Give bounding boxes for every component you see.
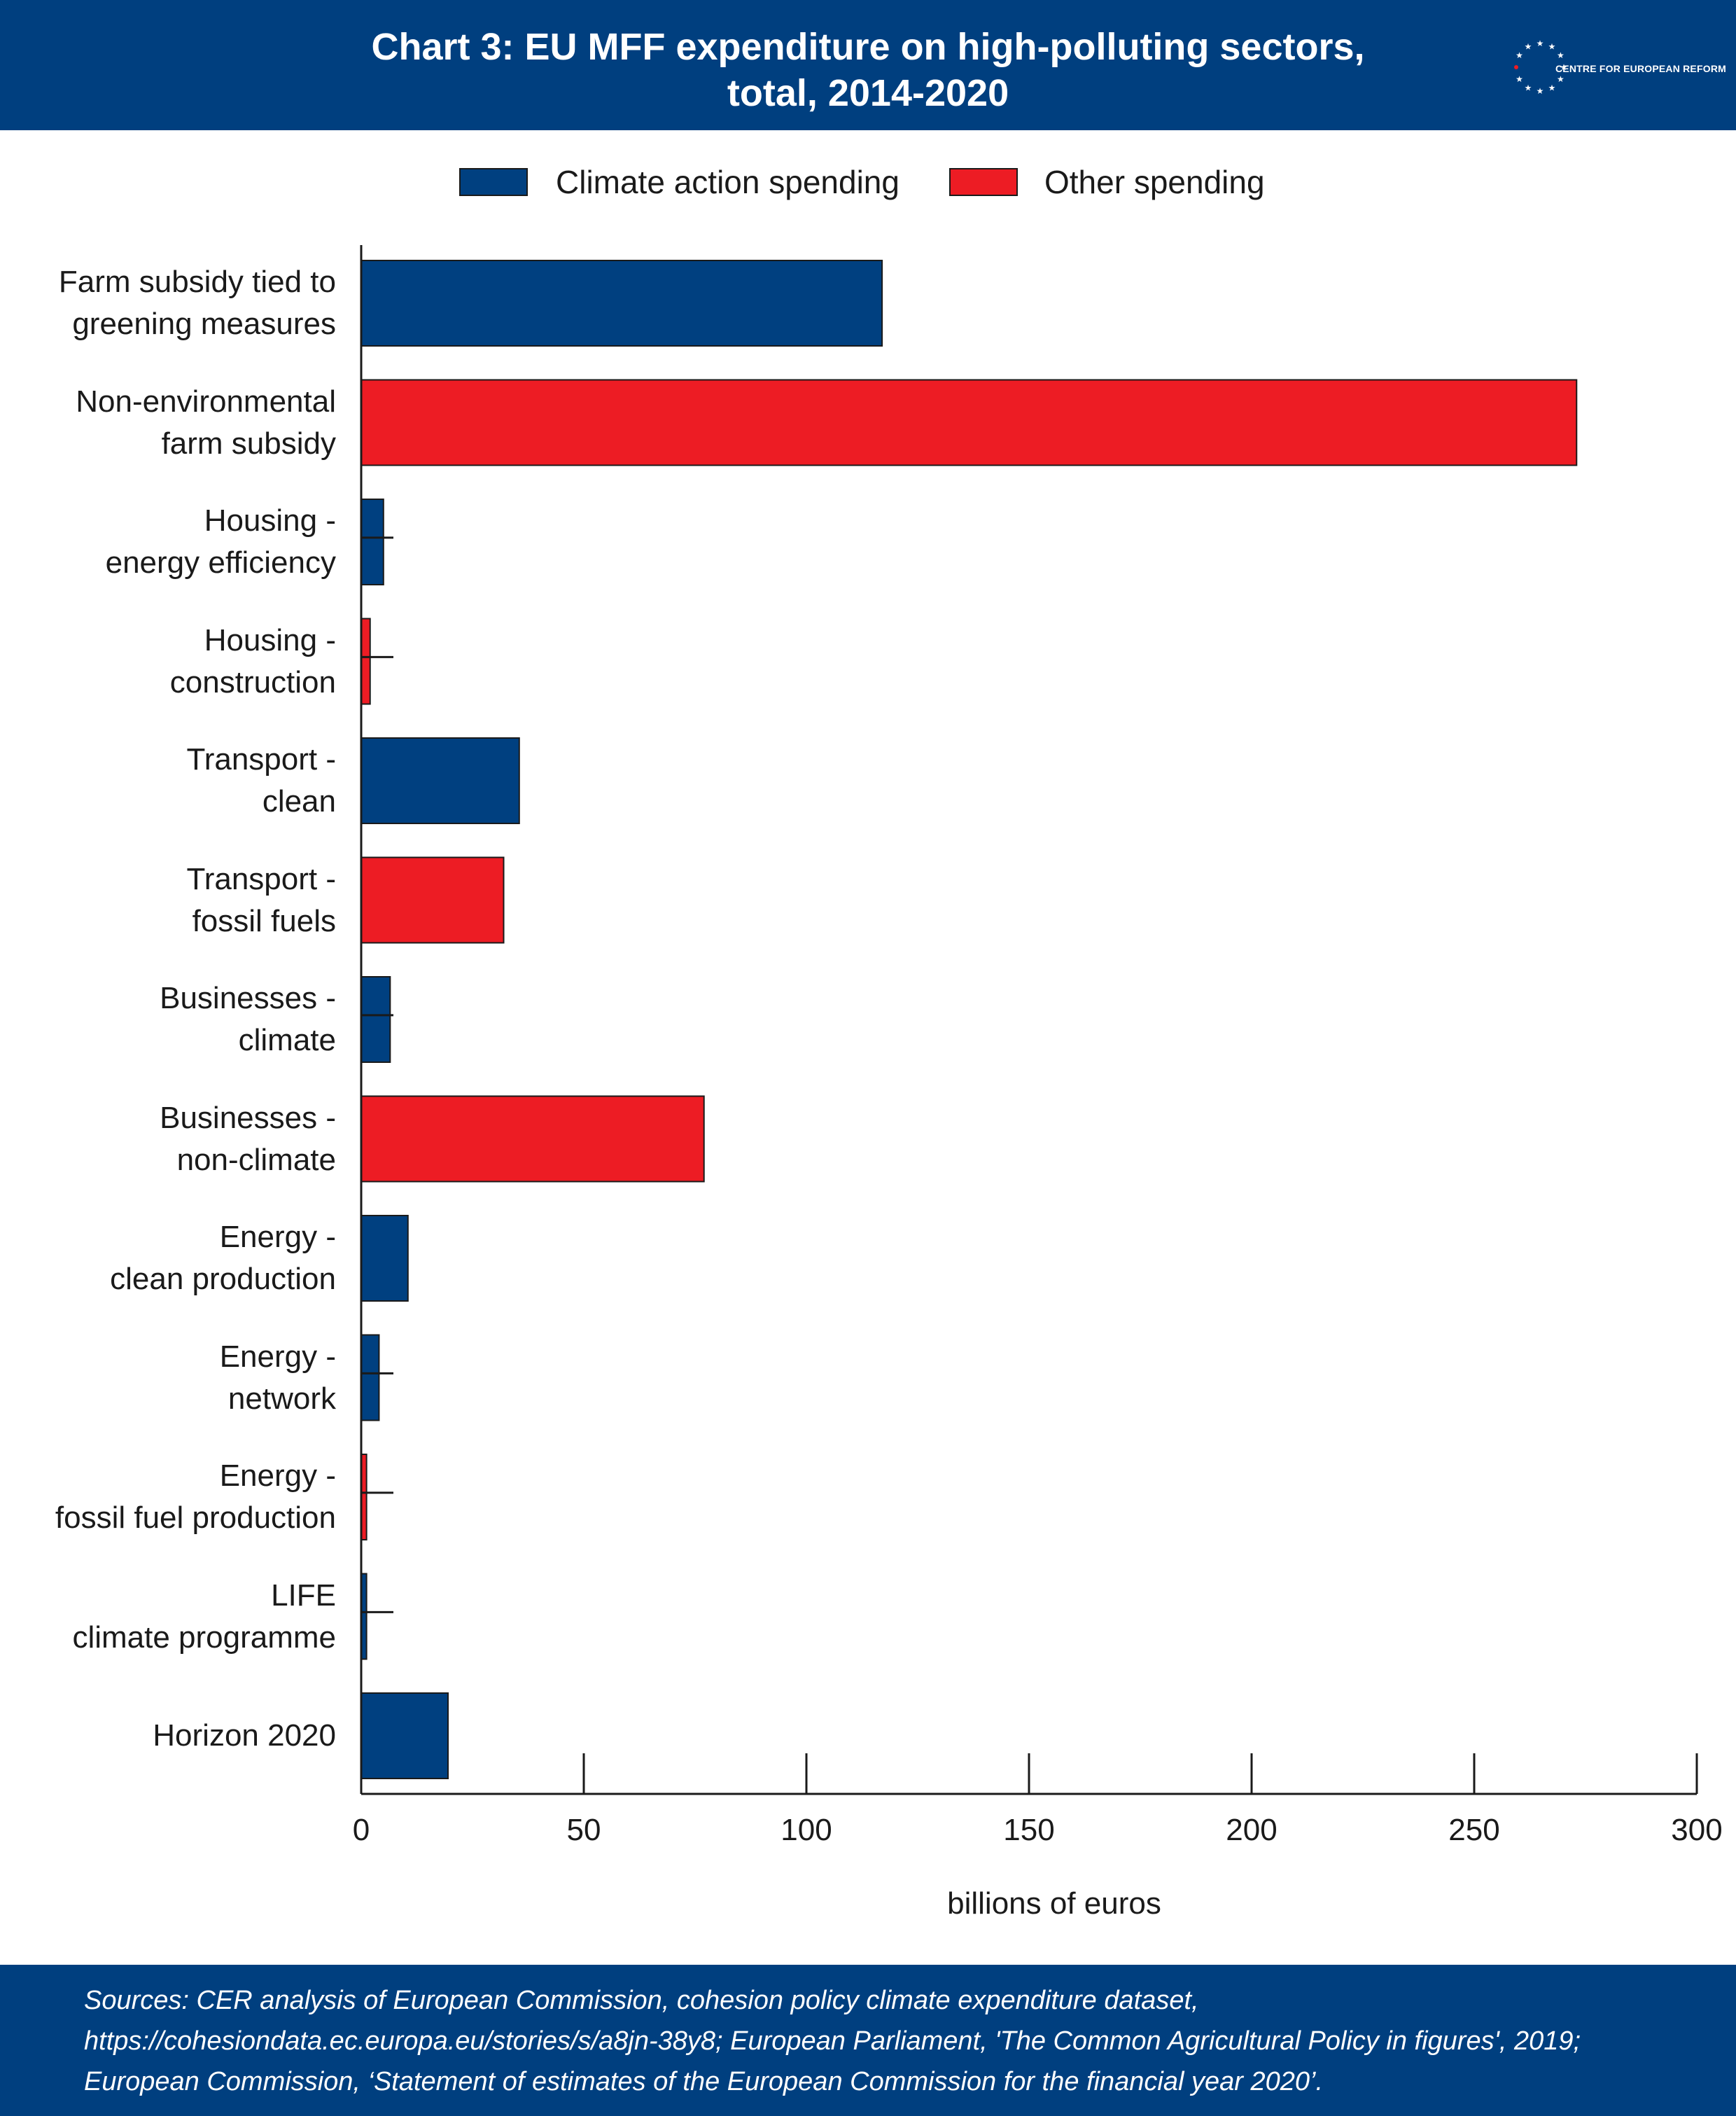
category-label-line: clean [262,784,336,819]
category-label: Transport - clean [0,739,336,823]
category-label: Energy - network [0,1336,336,1420]
category-label-line: Businesses - [160,1100,336,1135]
category-label: Housing - construction [0,620,336,704]
star-icon: ★ [1557,50,1564,60]
category-label-line: Farm subsidy tied to [58,265,336,299]
bar [360,260,883,347]
header-banner: Chart 3: EU MFF expenditure on high-poll… [0,0,1736,130]
category-label: Energy - fossil fuel production [0,1455,336,1539]
category-label: Non-environmental farm subsidy [0,381,336,465]
category-label-line: Transport - [186,742,336,777]
category-label-line: Horizon 2020 [153,1718,336,1753]
star-icon: ★ [1536,39,1544,48]
category-label-line: network [227,1381,336,1416]
legend-swatch-other [949,168,1018,196]
bar [360,1692,449,1779]
x-tick-label: 250 [1448,1813,1499,1847]
sources-line-2: https://cohesiondata.ec.europa.eu/storie… [84,2026,1581,2056]
category-label: LIFE climate programme [0,1575,336,1659]
category-label-line: Energy - [219,1220,336,1254]
star-icon: ★ [1560,62,1568,72]
category-label-line: fossil fuel production [55,1501,336,1535]
category-label: Businesses - climate [0,977,336,1062]
x-tick-label: 0 [353,1813,370,1847]
star-icon: ★ [1525,42,1532,52]
category-label-line: farm subsidy [161,426,336,461]
category-label-line: climate [238,1023,336,1057]
chart-title-line-2: total, 2014-2020 [727,72,1009,114]
cer-logo: ★ ★ ★ ★ ★ ★ ★ ★ ★ ★ ★ CENTRE FOR EUROPEAN REFORM [1512,35,1726,105]
star-icon: ★ [1548,83,1556,92]
legend-label-climate: Climate action spending [556,164,899,200]
sources-note: Sources: CER analysis of European Commis… [84,1980,1694,2102]
category-label-line: Housing - [204,622,336,657]
legend-swatch-climate [459,168,528,196]
category-label-line: climate programme [72,1620,336,1655]
star-icon: ★ [1516,50,1523,60]
star-icon: ★ [1516,74,1523,84]
category-label-line: Energy - [219,1339,336,1374]
category-label: Farm subsidy tied to greening measures [0,261,336,345]
x-tick-label: 200 [1226,1813,1277,1847]
chart-title: Chart 3: EU MFF expenditure on high-poll… [238,24,1498,116]
category-label: Energy - clean production [0,1216,336,1300]
category-label: Housing - energy efficiency [0,500,336,584]
category-label-line: greening measures [72,307,336,341]
logo-text: CENTRE FOR EUROPEAN REFORM [1555,63,1726,74]
footer-banner: Sources: CER analysis of European Commis… [0,1965,1736,2116]
star-icon: ★ [1548,42,1556,52]
category-label-line: LIFE [271,1578,336,1613]
category-label: Businesses - non-climate [0,1097,336,1181]
star-icon: ★ [1525,83,1532,92]
x-tick-label: 100 [780,1813,832,1847]
category-label-line: fossil fuels [192,903,336,938]
chart-title-line-1: Chart 3: EU MFF expenditure on high-poll… [371,26,1365,68]
sources-line-1: Sources: CER analysis of European Commis… [84,1986,1199,2015]
category-label-line: clean production [110,1262,336,1296]
x-tick-label: 300 [1671,1813,1722,1847]
x-axis-label: billions of euros [947,1886,1161,1921]
x-tick-label: 150 [1003,1813,1054,1847]
bar-chart: 0 50 100 150 200 250 300 [353,245,1723,1847]
category-label: Transport - fossil fuels [0,858,336,942]
bar [360,379,1578,466]
bar [360,1215,409,1302]
category-label-line: Housing - [204,503,336,538]
star-ring-icon: ★ ★★★★★★★★★★ [1514,39,1568,96]
category-label-line: non-climate [176,1142,336,1177]
category-label-line: Non-environmental [76,384,336,419]
star-icon: ★ [1557,74,1564,84]
bar [360,618,371,705]
bar [360,1095,705,1183]
category-label-line: energy efficiency [105,545,336,580]
legend-label-other: Other spending [1044,164,1265,200]
category-label-line: construction [169,664,336,699]
category-label-line: Transport - [186,861,336,896]
bar [360,856,505,944]
category-label: Horizon 2020 [0,1715,336,1757]
category-label-line: Energy - [219,1459,336,1493]
bar [360,499,384,585]
category-label-line: Businesses - [160,981,336,1015]
legend: Climate action spending Other spending [459,162,1299,202]
star-icon: ★ [1536,86,1544,96]
red-dot-icon [1514,65,1518,69]
sources-line-3: European Commission, ‘Statement of estim… [84,2067,1324,2096]
bar [360,737,520,824]
bar [360,976,391,1063]
bar [360,1334,380,1421]
x-tick-label: 50 [567,1813,601,1847]
